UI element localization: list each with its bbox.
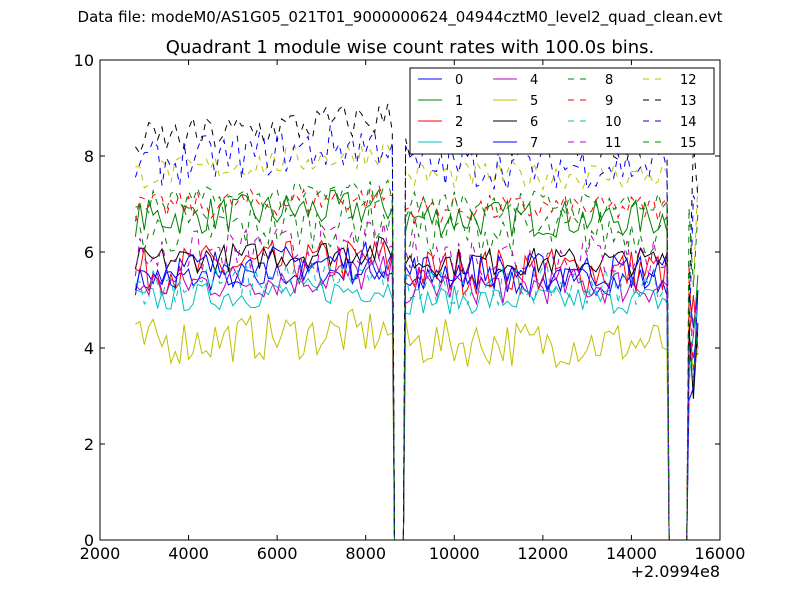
- legend-label-4: 4: [530, 73, 538, 88]
- legend-label-7: 7: [530, 136, 538, 151]
- chart-title: Quadrant 1 module wise count rates with …: [166, 37, 655, 58]
- series-line-10: [135, 254, 699, 540]
- x-tick-label: 14000: [606, 544, 657, 563]
- series-line-5: [135, 308, 699, 540]
- legend-label-3: 3: [455, 136, 463, 151]
- x-offset-label: +2.0994e8: [631, 562, 720, 581]
- y-tick-label: 8: [84, 147, 94, 166]
- series-line-15: [135, 178, 699, 540]
- data-file-suptitle: Data file: modeM0/AS1G05_021T01_90000006…: [77, 8, 723, 26]
- x-tick-label: 8000: [345, 544, 386, 563]
- y-tick-label: 2: [84, 435, 94, 454]
- series-line-2: [135, 239, 699, 540]
- legend-label-14: 14: [680, 115, 697, 130]
- plot-frame: [99, 59, 721, 541]
- legend-label-12: 12: [680, 73, 697, 88]
- y-tick-label: 0: [84, 531, 94, 550]
- legend-label-2: 2: [455, 115, 463, 130]
- legend-label-15: 15: [680, 136, 697, 151]
- y-tick-label: 6: [84, 243, 94, 262]
- series-line-13: [134, 103, 699, 540]
- legend-label-8: 8: [605, 73, 613, 88]
- series-line-3: [135, 277, 699, 540]
- x-tick-label: 12000: [517, 544, 568, 563]
- legend-label-11: 11: [605, 136, 622, 151]
- axis-ticks: 2000 4000 6000 8000 10000 12000 14000 16000 0 2 4 6…: [74, 51, 746, 563]
- x-tick-label: 16000: [695, 544, 746, 563]
- legend-label-13: 13: [680, 94, 697, 109]
- legend-label-9: 9: [605, 94, 613, 109]
- series-line-9: [134, 185, 699, 540]
- legend-box: [409, 67, 715, 155]
- series-line-14: [134, 124, 699, 540]
- legend-label-1: 1: [455, 94, 463, 109]
- y-tick-label: 4: [84, 339, 94, 358]
- x-tick-label: 4000: [168, 544, 209, 563]
- series-line-4: [135, 254, 699, 540]
- series-line-6: [134, 235, 699, 540]
- series-line-7: [134, 241, 699, 540]
- series-line-8: [134, 199, 699, 540]
- series-layer: [134, 103, 699, 540]
- y-tick-label: 10: [74, 51, 94, 70]
- x-tick-label: 10000: [429, 544, 480, 563]
- x-tick-label: 2000: [80, 544, 121, 563]
- legend-label-6: 6: [530, 115, 538, 130]
- series-line-11: [134, 222, 699, 540]
- legend-label-5: 5: [530, 94, 538, 109]
- legend-label-10: 10: [605, 115, 622, 130]
- x-tick-label: 6000: [257, 544, 298, 563]
- legend-label-0: 0: [455, 73, 463, 88]
- series-line-12: [135, 142, 699, 540]
- series-line-0: [134, 256, 699, 540]
